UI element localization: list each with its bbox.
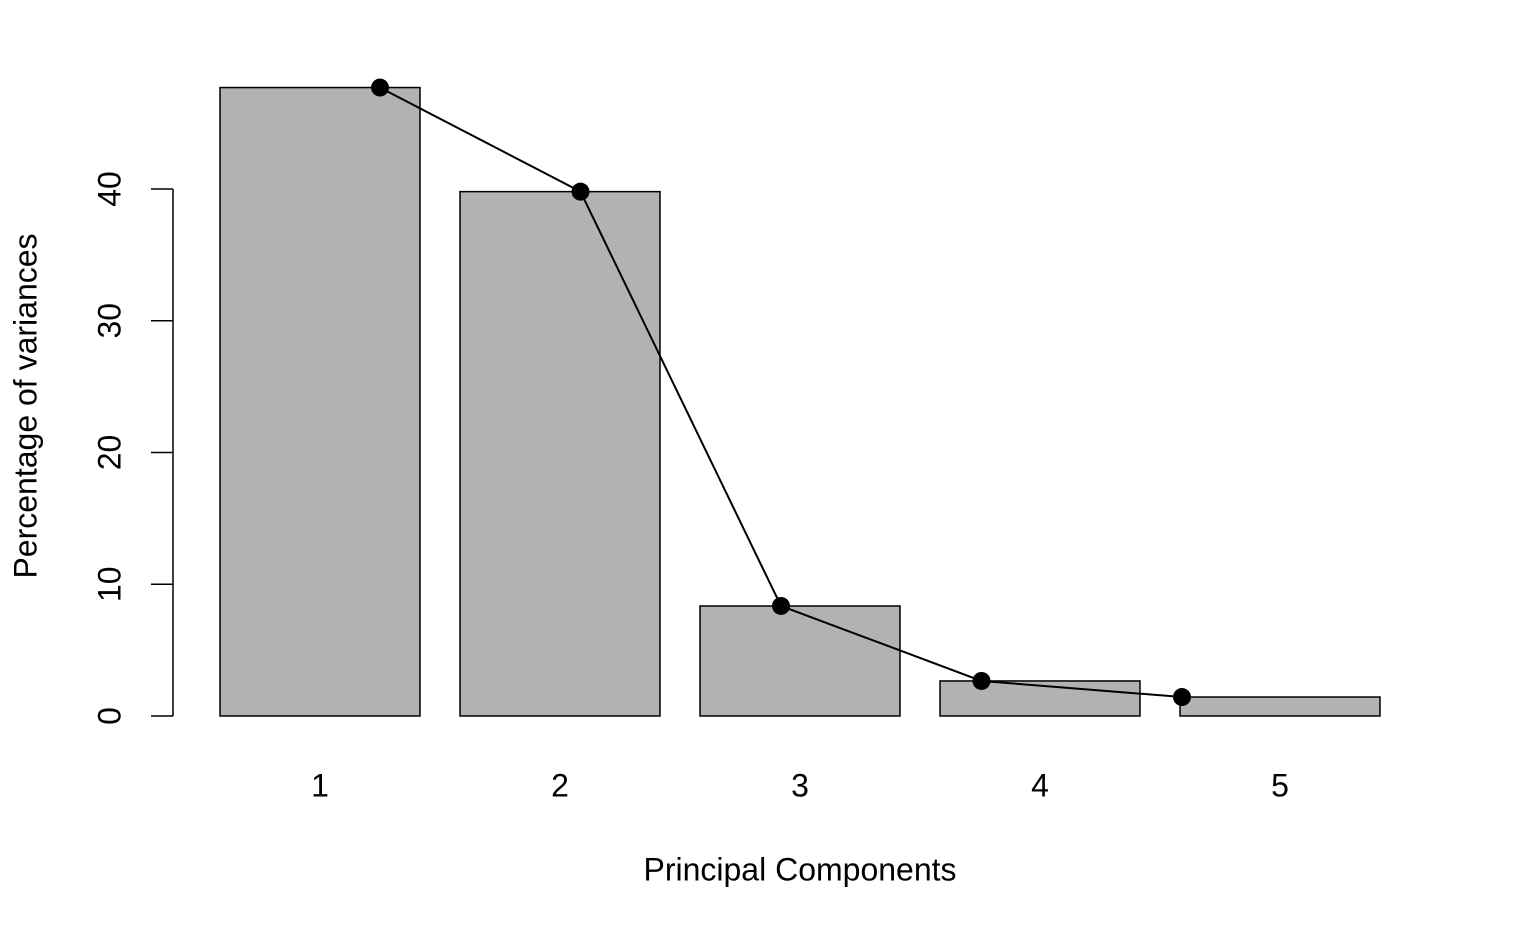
y-tick-label: 40 — [91, 171, 127, 207]
point — [772, 596, 790, 615]
bar — [939, 680, 1141, 717]
y-tick-label: 20 — [91, 435, 127, 471]
point — [1173, 688, 1191, 707]
point — [371, 78, 389, 97]
x-tick-label: 5 — [1271, 767, 1289, 803]
bar — [699, 605, 901, 717]
bar — [219, 86, 421, 717]
bar — [459, 190, 661, 717]
point — [571, 182, 590, 201]
y-axis-label: Percentage of variances — [7, 233, 43, 578]
bar — [1179, 696, 1381, 717]
x-tick-label: 2 — [551, 767, 569, 803]
point — [972, 671, 991, 690]
y-tick-label: 0 — [91, 707, 127, 725]
y-tick-label: 30 — [91, 303, 127, 339]
x-tick-label: 4 — [1031, 767, 1049, 803]
y-tick-label: 10 — [91, 566, 127, 602]
x-tick-label: 1 — [311, 767, 329, 803]
x-axis-label: Principal Components — [643, 851, 956, 887]
x-tick-label: 3 — [791, 767, 809, 803]
